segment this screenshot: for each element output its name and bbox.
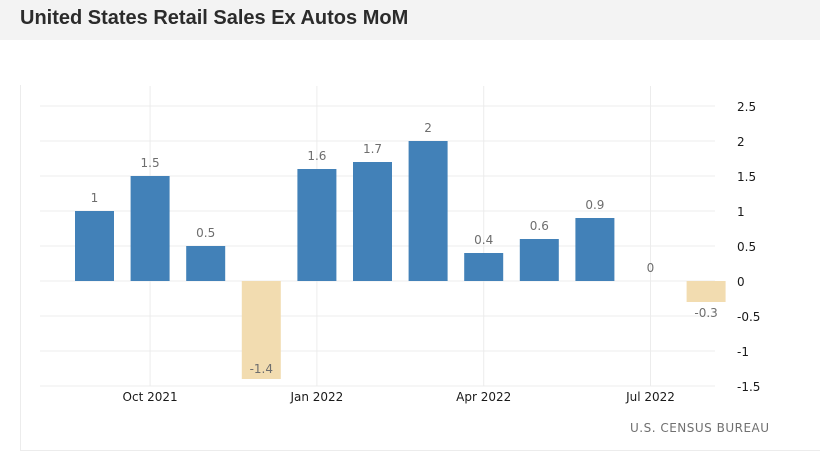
bar[interactable] bbox=[519, 239, 559, 281]
bar[interactable] bbox=[241, 281, 281, 379]
y-tick-label: -1 bbox=[737, 345, 749, 359]
data-label: 2 bbox=[424, 121, 432, 135]
x-tick-label: Jan 2022 bbox=[289, 390, 343, 404]
bar[interactable] bbox=[686, 281, 726, 302]
y-tick-label: -1.5 bbox=[737, 380, 760, 394]
bar[interactable] bbox=[130, 176, 170, 281]
bar[interactable] bbox=[464, 253, 504, 281]
bar[interactable] bbox=[297, 169, 337, 281]
data-label: 1 bbox=[91, 191, 99, 205]
y-tick-label: 2 bbox=[737, 135, 745, 149]
data-label: 1.5 bbox=[141, 156, 160, 170]
y-tick-label: 1 bbox=[737, 205, 745, 219]
y-axis: 2.5 2 1.5 1 0.5 0 -0.5 -1 -1.5 bbox=[737, 100, 760, 394]
y-tick-label: 1.5 bbox=[737, 170, 756, 184]
x-tick-label: Oct 2021 bbox=[123, 390, 178, 404]
data-label: 0.6 bbox=[530, 219, 549, 233]
data-label: -1.4 bbox=[250, 362, 273, 376]
data-label: 0 bbox=[647, 261, 655, 275]
data-label: 0.5 bbox=[196, 226, 215, 240]
data-labels: 1 1.5 0.5 -1.4 1.6 1.7 2 0.4 0.6 0.9 0 -0.3 bbox=[91, 121, 718, 376]
page-title: United States Retail Sales Ex Autos MoM bbox=[20, 7, 409, 29]
bar[interactable] bbox=[353, 162, 392, 281]
data-label: 0.9 bbox=[585, 198, 604, 212]
data-label: -0.3 bbox=[694, 306, 717, 320]
y-tick-label: -0.5 bbox=[737, 310, 760, 324]
header-bar: United States Retail Sales Ex Autos MoM bbox=[0, 0, 820, 40]
x-tick-label: Apr 2022 bbox=[456, 390, 511, 404]
y-tick-label: 0 bbox=[737, 275, 745, 289]
data-label: 0.4 bbox=[474, 233, 493, 247]
x-tick-label: Jul 2022 bbox=[625, 390, 675, 404]
bar[interactable] bbox=[575, 218, 615, 281]
data-label: 1.6 bbox=[307, 149, 326, 163]
x-axis: Oct 2021 Jan 2022 Apr 2022 Jul 2022 bbox=[123, 390, 675, 404]
bar[interactable] bbox=[186, 246, 226, 281]
bar[interactable] bbox=[75, 211, 114, 281]
y-tick-label: 2.5 bbox=[737, 100, 756, 114]
bar[interactable] bbox=[408, 141, 448, 281]
bars bbox=[75, 141, 726, 379]
chart-panel bbox=[20, 85, 820, 451]
source-label: U.S. CENSUS BUREAU bbox=[630, 421, 770, 435]
y-tick-label: 0.5 bbox=[737, 240, 756, 254]
data-label: 1.7 bbox=[363, 142, 382, 156]
